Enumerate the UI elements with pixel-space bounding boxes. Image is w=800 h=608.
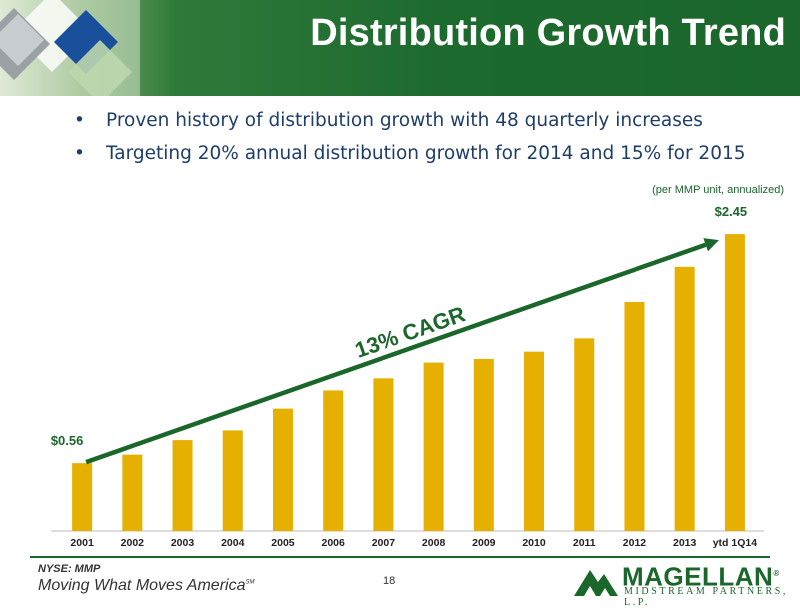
x-tick-label: 2003 xyxy=(171,537,195,549)
x-tick-label: 2007 xyxy=(372,537,396,549)
header-banner: Distribution Growth Trend xyxy=(0,0,800,96)
bar-2011 xyxy=(574,338,595,531)
bar-2013 xyxy=(674,266,695,531)
page-title: Distribution Growth Trend xyxy=(310,12,786,54)
bar-2010 xyxy=(524,351,545,531)
distribution-bar-chart: 2001 2002 2003 2004 2005 2006 2007 2008 2009 2010… xyxy=(51,204,764,549)
data-label: $2.45 xyxy=(715,204,748,219)
mountain-logo-icon xyxy=(574,570,618,596)
tagline-text: Moving What Moves America xyxy=(38,577,246,594)
x-tick-label: 2001 xyxy=(70,537,94,549)
x-tick-label: 2006 xyxy=(321,537,345,549)
tagline: Moving What Moves AmericaSM xyxy=(38,577,254,595)
bullet-list: Proven history of distribution growth wi… xyxy=(74,104,746,170)
x-tick-label: 2009 xyxy=(472,537,496,549)
service-mark: SM xyxy=(245,579,255,586)
x-tick-label: 2002 xyxy=(121,537,145,549)
x-tick-label: 2008 xyxy=(422,537,446,549)
bar-ytd-1q14 xyxy=(724,234,745,531)
x-tick-label: 2010 xyxy=(522,537,546,549)
bar-2012 xyxy=(624,301,645,531)
units-note: (per MMP unit, annualized) xyxy=(652,184,784,196)
registered-mark: ® xyxy=(773,569,780,578)
cagr-arrowhead-icon xyxy=(703,238,719,252)
company-logo: MAGELLAN® MIDSTREAM PARTNERS, L.P. xyxy=(574,560,790,608)
logo-wordmark: MAGELLAN® xyxy=(622,560,780,591)
bullet-item: Proven history of distribution growth wi… xyxy=(74,104,746,137)
x-tick-label: 2004 xyxy=(221,537,245,549)
bar-2004 xyxy=(222,430,243,531)
logo-subtitle: MIDSTREAM PARTNERS, L.P. xyxy=(624,586,789,608)
data-label: $0.56 xyxy=(51,433,84,448)
page-number: 18 xyxy=(383,575,396,587)
x-tick-label: 2011 xyxy=(573,537,596,549)
bar-2005 xyxy=(272,408,293,531)
bullet-item: Targeting 20% annual distribution growth… xyxy=(74,137,746,170)
header-decor-graphic xyxy=(0,0,140,96)
ticker-label: NYSE: MMP xyxy=(38,563,101,575)
bar-2007 xyxy=(373,378,394,531)
bar-2002 xyxy=(122,454,143,531)
footer-divider xyxy=(30,556,770,558)
bar-2003 xyxy=(172,440,193,531)
x-tick-label: 2012 xyxy=(623,537,647,549)
bar-2006 xyxy=(323,390,344,531)
x-tick-label: 2013 xyxy=(673,537,697,549)
bar-2009 xyxy=(473,358,494,531)
x-tick-label: 2005 xyxy=(271,537,295,549)
bar-2001 xyxy=(72,463,93,531)
cagr-trend-arrow-line xyxy=(85,242,707,465)
bar-2008 xyxy=(423,362,444,531)
logo-name-text: MAGELLAN xyxy=(622,561,774,592)
x-tick-label: ytd 1Q14 xyxy=(713,537,758,549)
